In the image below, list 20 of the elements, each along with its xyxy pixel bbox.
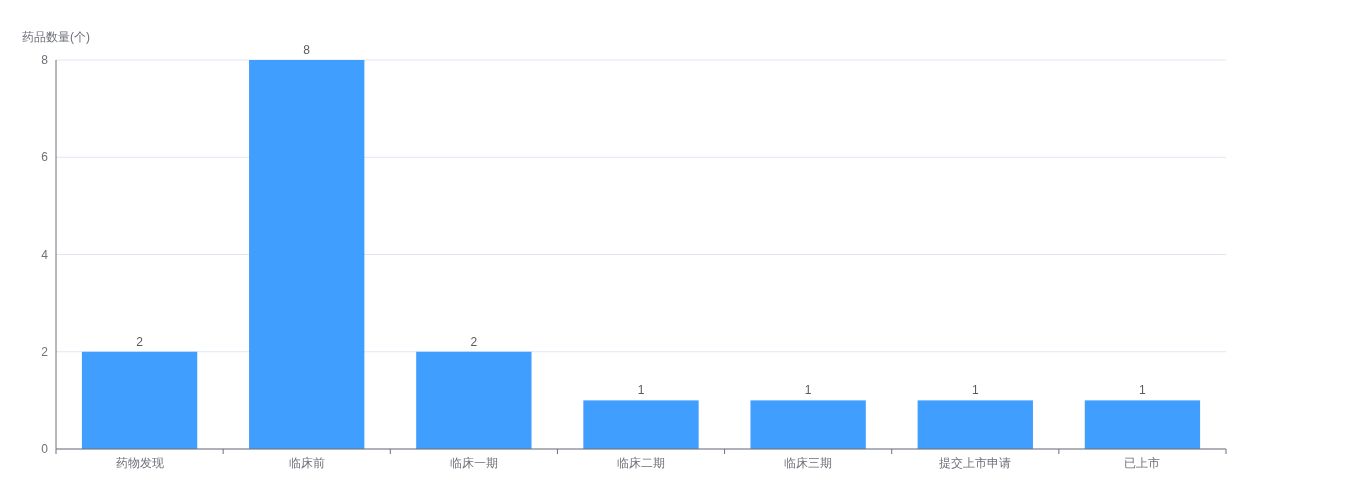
data-label: 1 bbox=[804, 383, 812, 398]
x-tick-label: 临床三期 bbox=[784, 456, 833, 470]
x-tick-label: 已上市 bbox=[1124, 456, 1161, 470]
x-tick-label: 临床一期 bbox=[449, 456, 498, 470]
x-tick-label: 提交上市申请 bbox=[939, 456, 1012, 470]
y-tick-label: 2 bbox=[41, 344, 49, 359]
data-label: 1 bbox=[971, 383, 979, 398]
y-tick-label: 4 bbox=[41, 247, 49, 262]
y-tick-label: 8 bbox=[41, 53, 49, 67]
x-tick-label: 临床前 bbox=[288, 456, 325, 470]
ylabel: 药品数量(个) bbox=[22, 30, 90, 44]
data-label: 8 bbox=[303, 43, 311, 57]
x-tick-label: 药物发现 bbox=[115, 456, 164, 470]
data-label: 2 bbox=[470, 334, 478, 349]
y-tick-label: 6 bbox=[41, 150, 49, 165]
data-label: 1 bbox=[1139, 383, 1146, 398]
x-tick-label: 临床二期 bbox=[617, 456, 665, 470]
data-label: 1 bbox=[637, 383, 645, 398]
y-tick-label: 0 bbox=[41, 442, 49, 456]
data-label: 2 bbox=[136, 334, 143, 349]
